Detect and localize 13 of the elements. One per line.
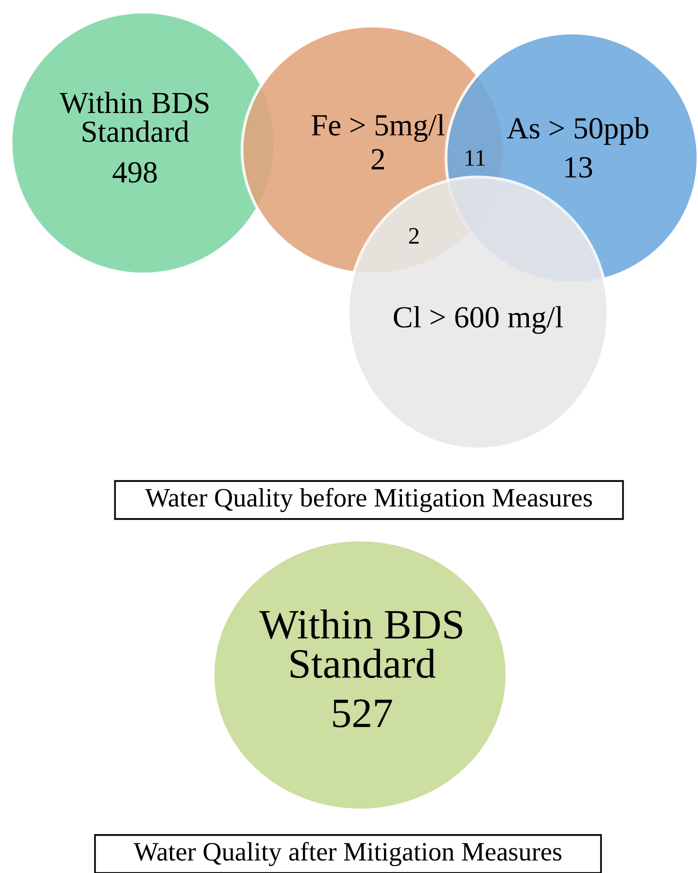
category-label: Fe > 5mg/l — [312, 114, 445, 142]
category-label: As > 50ppb — [506, 117, 648, 145]
category-label: Within BDS Standard — [259, 609, 462, 678]
text: Water Quality before Mitigation Measures — [145, 488, 592, 512]
category-label: Cl > 600 mg/l — [394, 306, 563, 334]
data-label: 498 — [112, 162, 157, 183]
data-label: 2 — [372, 149, 384, 170]
data-label: 13 — [565, 157, 592, 178]
data-label: 527 — [333, 699, 392, 728]
text: 11 — [466, 150, 485, 166]
category-label: Within BDS Standard — [60, 92, 208, 142]
text: Water Quality after Mitigation Measures — [134, 842, 562, 866]
text: 2 — [409, 228, 419, 244]
